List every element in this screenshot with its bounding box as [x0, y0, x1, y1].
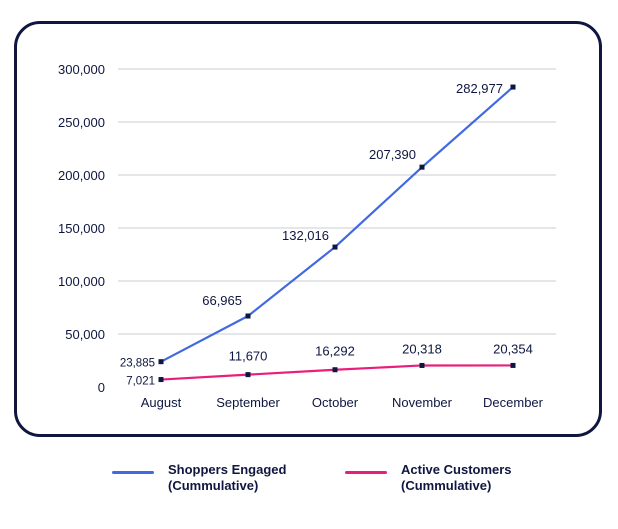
legend-item-shoppers-engaged: Shoppers Engaged (Cummulative) [112, 462, 286, 494]
series-line [160, 86, 514, 363]
data-label: 66,965 [202, 293, 242, 308]
y-tick-label: 0 [98, 380, 105, 395]
line-chart: 0 50,000 100,000 150,000 200,000 250,000 300,0… [58, 62, 556, 410]
x-axis-ticks: August September October November December [141, 395, 544, 410]
y-tick-label: 100,000 [58, 274, 105, 289]
legend-label-line1: Active Customers [401, 462, 512, 477]
x-tick-label: September [216, 395, 280, 410]
data-point [245, 372, 251, 378]
legend-label-shoppers-engaged: Shoppers Engaged (Cummulative) [168, 462, 286, 494]
data-label: 282,977 [456, 81, 503, 96]
data-point [332, 367, 338, 373]
data-label: 11,670 [229, 349, 268, 364]
y-tick-label: 250,000 [58, 115, 105, 130]
data-label: 20,354 [493, 341, 533, 356]
legend-item-active-customers: Active Customers (Cummulative) [345, 462, 512, 494]
legend-label-line1: Shoppers Engaged [168, 462, 287, 477]
data-label: 132,016 [282, 228, 329, 243]
legend-swatch-active-customers [345, 471, 387, 474]
data-point [510, 84, 516, 90]
data-point [158, 377, 164, 383]
legend-swatch-shoppers-engaged [112, 471, 154, 474]
data-label: 23,885 [120, 358, 155, 370]
data-label: 16,292 [315, 344, 355, 359]
y-tick-label: 150,000 [58, 221, 105, 236]
y-tick-label: 300,000 [58, 62, 105, 77]
legend-label-line2: (Cummulative) [168, 478, 259, 493]
data-point [245, 313, 251, 319]
grid-lines [118, 68, 556, 335]
data-labels: 23,885 66,965 132,016 207,390 282,977 7,021 11… [120, 81, 533, 388]
data-point [419, 164, 425, 170]
legend-label-active-customers: Active Customers (Cummulative) [401, 462, 512, 494]
series-lines [158, 84, 516, 383]
x-tick-label: November [392, 395, 453, 410]
data-label: 20,318 [402, 341, 442, 356]
x-tick-label: August [141, 395, 182, 410]
y-tick-label: 50,000 [65, 327, 105, 342]
chart-frame [14, 21, 602, 437]
y-tick-label: 200,000 [58, 168, 105, 183]
data-point [510, 362, 516, 368]
y-axis-ticks: 0 50,000 100,000 150,000 200,000 250,000 300,0… [58, 62, 105, 395]
data-label: 7,021 [126, 376, 155, 388]
data-point [332, 244, 338, 250]
data-label: 207,390 [369, 147, 416, 162]
x-tick-label: December [483, 395, 544, 410]
x-tick-label: October [312, 395, 359, 410]
data-point [158, 359, 164, 365]
legend: Shoppers Engaged (Cummulative) Active Cu… [0, 462, 618, 512]
legend-label-line2: (Cummulative) [401, 478, 492, 493]
data-point [419, 362, 425, 368]
